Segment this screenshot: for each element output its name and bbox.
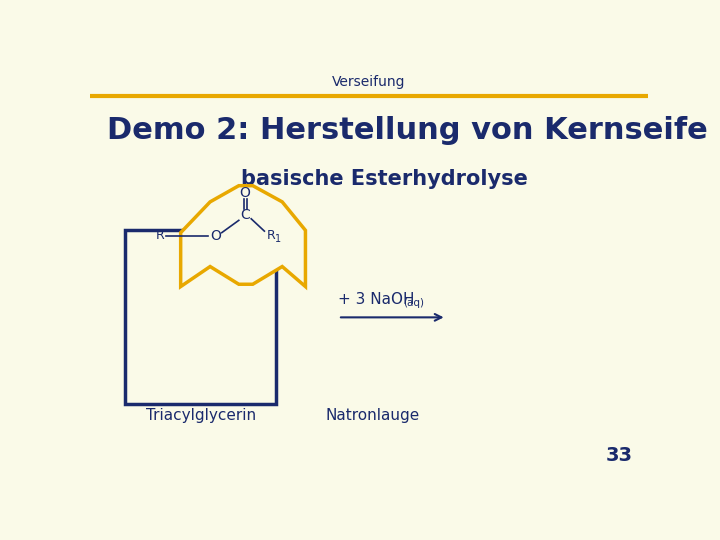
Text: Demo 2: Herstellung von Kernseife: Demo 2: Herstellung von Kernseife [107, 116, 708, 145]
Text: Verseifung: Verseifung [332, 75, 406, 89]
Text: + 3 NaOH: + 3 NaOH [338, 292, 415, 307]
Polygon shape [181, 186, 305, 287]
Text: C: C [240, 208, 250, 222]
Text: R: R [266, 230, 276, 242]
Text: 33: 33 [606, 446, 632, 465]
Text: R: R [156, 230, 164, 242]
Text: basische Esterhydrolyse: basische Esterhydrolyse [241, 169, 528, 189]
Text: (aq): (aq) [403, 299, 424, 308]
Text: Natronlauge: Natronlauge [325, 408, 420, 423]
Text: Triacylglycerin: Triacylglycerin [145, 408, 256, 423]
Text: O: O [240, 186, 251, 200]
FancyArrowPatch shape [341, 314, 441, 321]
Bar [125, 231, 276, 403]
Text: 1: 1 [275, 234, 282, 244]
Text: O: O [210, 229, 221, 243]
